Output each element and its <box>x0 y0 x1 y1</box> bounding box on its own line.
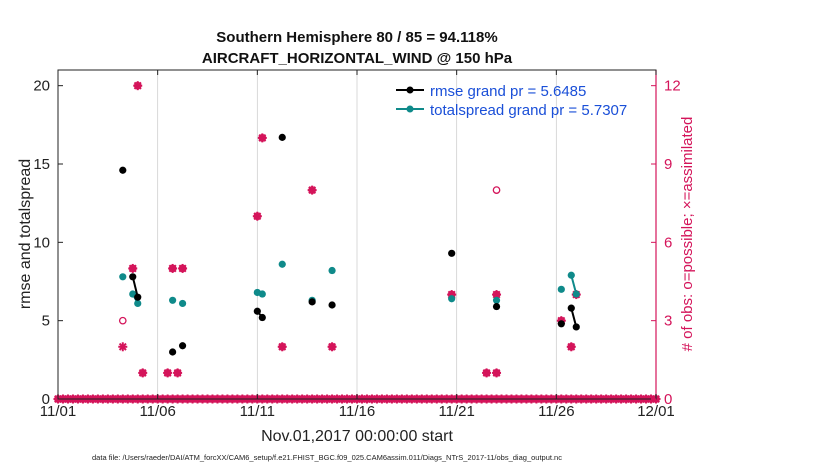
x-tick-label: 11/11 <box>240 403 275 420</box>
obs-assimilated-marker <box>277 342 287 352</box>
rmse-point <box>278 133 286 141</box>
y-tick-label: 0 <box>42 391 50 408</box>
obs-assimilated-marker <box>482 368 492 378</box>
totalspread-point <box>572 290 580 298</box>
rmse-point <box>253 307 261 315</box>
x-axis-label: Nov.01,2017 00:00:00 start <box>261 428 453 445</box>
lines-layer <box>119 133 580 356</box>
totalspread-point <box>328 266 336 275</box>
rmse-point <box>492 302 501 311</box>
chart-title-line-1: Southern Hemisphere 80 / 85 = 94.118% <box>216 29 497 46</box>
y-axis-label: rmse and totalspread <box>17 159 34 309</box>
x-tick-label: 11/01 <box>40 403 76 420</box>
legend-spread-marker <box>406 105 414 113</box>
rmse-point <box>169 348 177 356</box>
totalspread-point <box>258 290 266 298</box>
obs-assimilated-marker <box>566 342 576 352</box>
legend-rmse-marker <box>406 86 414 94</box>
legend-rmse-label: rmse grand pr = 5.6485 <box>430 83 586 100</box>
y-tick-label: 10 <box>33 234 50 251</box>
obs-assimilated-marker <box>252 211 262 221</box>
totalspread-point <box>134 299 142 308</box>
totalspread-point <box>169 296 177 304</box>
obs-assimilated-marker <box>128 263 138 273</box>
rmse-point <box>119 166 127 174</box>
obs-assimilated-marker <box>327 342 337 352</box>
rmse-point <box>557 320 565 328</box>
obs-assimilated-marker <box>138 368 148 378</box>
rmse-point <box>572 323 580 331</box>
totalspread-point <box>567 271 575 279</box>
obs-assimilated-marker <box>133 81 143 91</box>
y2-axis-label: # of obs: o=possible; ×=assimilated <box>679 117 696 352</box>
chart-title-line-2: AIRCRAFT_HORIZONTAL_WIND @ 150 hPa <box>202 50 513 67</box>
rmse-point <box>129 273 137 281</box>
rmse-point <box>328 301 336 309</box>
ticks: 11/01 11/06 11/11 11/16 11/21 11/26 12/0105101… <box>33 70 681 420</box>
y2-tick-label: 12 <box>664 78 681 95</box>
footer-data-file: data file: /Users/raeder/DAI/ATM_forcXX/… <box>92 453 562 462</box>
obs-assimilated-marker <box>168 263 178 273</box>
totalspread-point <box>448 295 456 303</box>
x-tick-label: 11/16 <box>339 403 375 420</box>
obs-assimilated-marker <box>492 368 502 378</box>
y2-tick-label: 3 <box>664 313 672 330</box>
rmse-point <box>178 342 187 350</box>
rmse-point <box>258 313 266 322</box>
totalspread-point <box>557 285 565 293</box>
x-tick-label: 12/01 <box>637 403 675 420</box>
totalspread-point <box>178 299 187 308</box>
x-tick-label: 11/06 <box>139 403 175 420</box>
obs-possible-marker <box>492 186 501 194</box>
x-tick-label: 11/21 <box>438 403 474 420</box>
y-tick-label: 5 <box>42 313 50 330</box>
obs-assimilated-marker <box>173 368 183 378</box>
y2-tick-label: 6 <box>664 234 672 251</box>
totalspread-point <box>119 273 127 281</box>
y2-tick-label: 0 <box>664 391 672 408</box>
x-tick-label: 11/26 <box>538 403 574 420</box>
obs-assimilated-marker <box>307 185 317 195</box>
obs-assimilated-marker <box>178 263 188 273</box>
y2-tick-label: 9 <box>664 156 672 173</box>
grid <box>157 70 557 399</box>
legend-spread-label: totalspread grand pr = 5.7307 <box>430 102 627 119</box>
obs-assimilated-marker <box>118 342 128 352</box>
obs-possible-marker <box>118 316 127 325</box>
obs-assimilated-marker <box>163 368 173 378</box>
rmse-point <box>448 249 456 257</box>
y-tick-label: 20 <box>33 78 50 95</box>
rmse-point <box>567 304 575 312</box>
obs-assimilated-marker <box>257 133 267 143</box>
rmse-point <box>308 298 316 306</box>
totalspread-point <box>278 260 286 268</box>
legend: rmse grand pr = 5.6485 totalspread grand… <box>396 83 627 119</box>
rmse-point <box>134 293 142 301</box>
y-tick-label: 15 <box>33 156 50 173</box>
totalspread-point <box>492 296 501 304</box>
